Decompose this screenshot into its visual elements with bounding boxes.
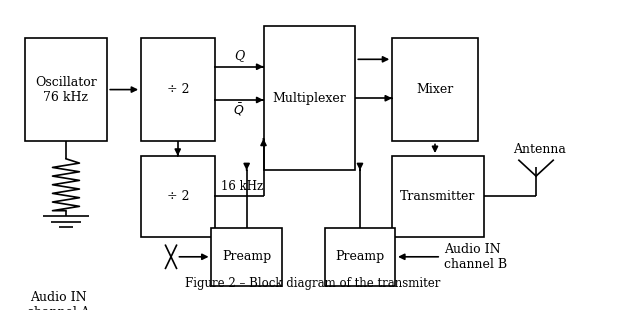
Text: ÷ 2: ÷ 2 xyxy=(166,190,189,203)
Text: Preamp: Preamp xyxy=(222,250,271,263)
Text: Transmitter: Transmitter xyxy=(401,190,476,203)
Text: Figure 2 – Block diagram of the transmiter: Figure 2 – Block diagram of the transmit… xyxy=(185,277,440,290)
Text: Antenna: Antenna xyxy=(512,143,566,156)
Text: Audio IN
channel A: Audio IN channel A xyxy=(27,291,90,310)
Bar xyxy=(141,156,214,237)
Bar xyxy=(141,38,214,141)
Text: Audio IN
channel B: Audio IN channel B xyxy=(444,243,508,271)
Text: Mixer: Mixer xyxy=(416,83,454,96)
Text: Multiplexer: Multiplexer xyxy=(272,92,346,105)
Bar xyxy=(264,26,356,170)
Bar xyxy=(24,38,107,141)
Bar xyxy=(392,38,478,141)
Text: 16 kHz: 16 kHz xyxy=(221,180,262,193)
Text: Oscillator
76 kHz: Oscillator 76 kHz xyxy=(35,76,97,104)
Text: Preamp: Preamp xyxy=(336,250,384,263)
Bar xyxy=(392,156,484,237)
Text: ÷ 2: ÷ 2 xyxy=(166,83,189,96)
Text: Q: Q xyxy=(234,49,244,62)
Text: $\bar{Q}$: $\bar{Q}$ xyxy=(233,101,244,118)
Bar xyxy=(325,228,395,286)
Bar xyxy=(211,228,282,286)
